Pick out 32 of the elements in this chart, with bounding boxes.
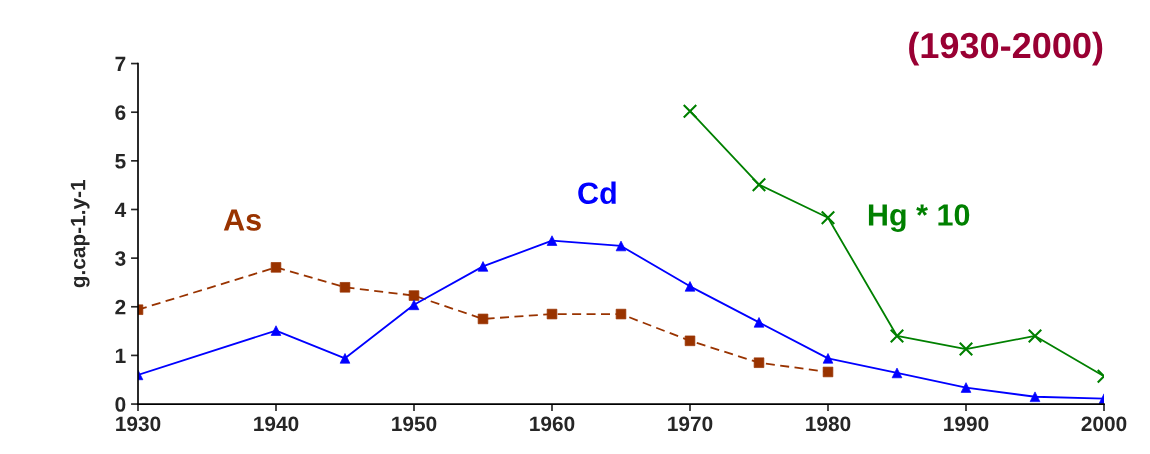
point (822, 366, 834, 378)
x-tick-label: 1990 (944, 416, 989, 432)
x-tick-label: 1950 (392, 416, 437, 432)
x-tick-label: 1980 (806, 416, 851, 432)
series-label: Cd (578, 181, 616, 205)
x-tick-label: 1940 (254, 416, 299, 432)
point (889, 328, 905, 344)
point (546, 308, 558, 320)
y-tick-label: 3 (115, 251, 126, 266)
x-tick-label: 1930 (116, 416, 161, 432)
y-tick-label: 0 (115, 397, 126, 412)
y-tick-label: 7 (115, 56, 126, 72)
point (682, 103, 698, 119)
y-tick-label: 5 (115, 154, 126, 169)
point (753, 357, 765, 368)
y-axis-title: g.cap-1.y-1 (70, 179, 90, 288)
series-label: As (223, 209, 261, 231)
x-tick-label: 1970 (668, 416, 713, 432)
point (751, 177, 767, 192)
point (1027, 328, 1043, 344)
y-tick-label: 1 (115, 348, 126, 363)
x-tick-label: 1960 (530, 416, 575, 432)
point (820, 210, 836, 226)
point (339, 282, 351, 293)
y-tick-label: 6 (115, 105, 126, 120)
series-label: Hg * 10 (868, 204, 970, 232)
x-tick-label: 2000 (1081, 416, 1127, 432)
y-tick-label: 2 (115, 299, 126, 315)
point (958, 341, 974, 357)
point (684, 335, 696, 347)
y-tick-label: 4 (114, 202, 127, 218)
chart-title: (1930-2000) (909, 31, 1103, 66)
